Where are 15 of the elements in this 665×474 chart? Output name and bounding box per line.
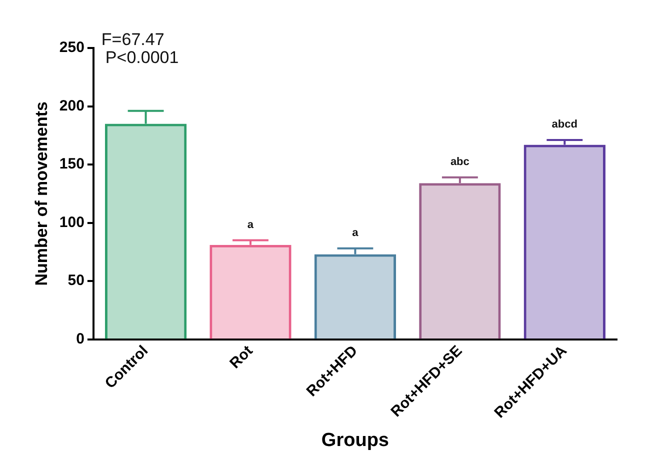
y-tick-label: 150 — [59, 156, 84, 173]
annotation: abc — [450, 156, 470, 168]
y-tick-label: 100 — [59, 214, 84, 231]
y-tick-label: 0 — [76, 330, 84, 348]
y-tick-label: 50 — [68, 272, 84, 290]
annotation: a — [247, 218, 254, 231]
annotation: a — [352, 226, 360, 239]
annotation: F=67.47 — [101, 30, 164, 50]
x-axis-title: Groups — [321, 430, 389, 451]
x-tick-label: Rot — [226, 342, 256, 372]
annotation: P<0.0001 — [105, 48, 179, 68]
y-tick-label: 250 — [59, 39, 84, 56]
y-axis-title: Number of movements — [32, 102, 51, 286]
y-tick-label: 200 — [59, 97, 84, 114]
annotation: abcd — [552, 118, 578, 131]
